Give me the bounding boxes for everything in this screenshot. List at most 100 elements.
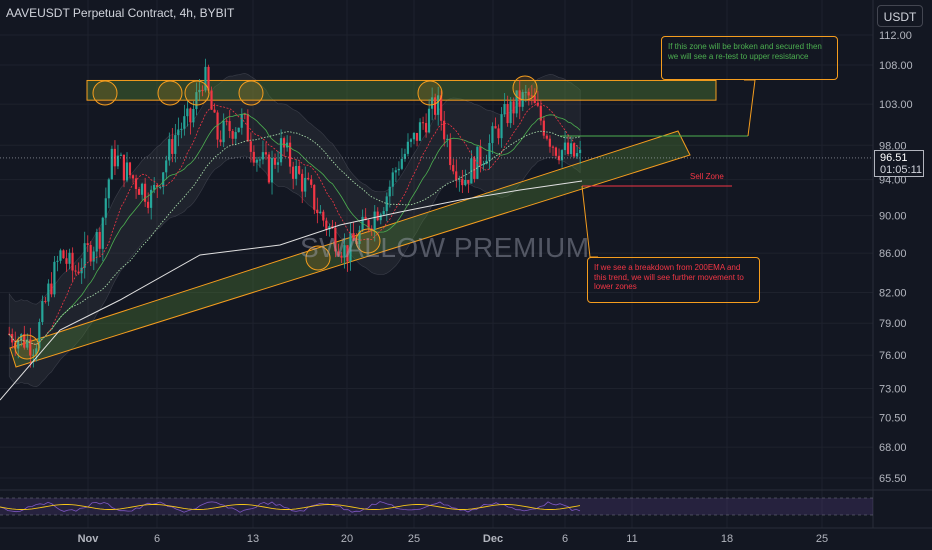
candle-body	[174, 135, 177, 154]
candle-body	[59, 250, 62, 261]
candle-body	[539, 105, 542, 121]
x-tick-label: 25	[408, 533, 420, 545]
candle-body	[304, 177, 307, 192]
candle-body	[515, 90, 518, 114]
y-tick-label: 65.50	[879, 473, 907, 485]
candle-body	[29, 339, 32, 356]
candle-body	[140, 183, 144, 195]
candle-body	[180, 128, 183, 130]
candle-body	[95, 232, 98, 252]
y-tick-label: 98.00	[879, 140, 907, 152]
candle-body	[406, 141, 409, 154]
candle-body	[189, 108, 192, 123]
candle-body	[234, 132, 237, 139]
ema-12-line	[8, 102, 581, 345]
touch-circle	[417, 80, 443, 106]
candle-body	[566, 142, 570, 154]
candle-body	[204, 66, 207, 91]
touch-circle	[238, 80, 264, 106]
candle-body	[270, 157, 274, 183]
candle-body	[128, 162, 132, 176]
candle-body	[68, 252, 71, 264]
x-tick-label: 13	[247, 533, 259, 545]
candle-body	[325, 220, 328, 230]
ema-200-line	[0, 180, 583, 401]
candle-body	[563, 142, 567, 151]
candle-body	[578, 149, 582, 154]
candle-body	[258, 159, 261, 161]
candle-body	[44, 300, 47, 302]
candle-body	[137, 188, 141, 195]
y-tick-label: 73.00	[879, 383, 907, 395]
y-tick-label: 86.00	[879, 248, 907, 260]
candle-body	[47, 283, 50, 302]
candle-body	[301, 173, 304, 192]
candle-body	[62, 250, 65, 259]
candle-body	[575, 153, 579, 157]
candle-body	[219, 139, 222, 143]
candle-body	[186, 108, 189, 117]
candle-body	[316, 209, 319, 214]
candle-body	[162, 172, 165, 187]
y-tick-label: 108.00	[879, 60, 913, 72]
candle-body	[249, 141, 252, 152]
candle-body	[346, 245, 349, 262]
y-tick-label: 76.00	[879, 350, 907, 362]
candle-body	[110, 148, 113, 180]
candle-body	[473, 158, 476, 179]
candle-body	[53, 261, 56, 295]
candle-body	[26, 339, 29, 348]
candle-body	[427, 108, 431, 133]
candle-body	[358, 230, 361, 244]
candle-body	[307, 177, 310, 180]
candle-body	[310, 179, 313, 185]
y-tick-label: 90.00	[879, 211, 907, 223]
candle-body	[512, 101, 515, 114]
currency-button[interactable]: USDT	[877, 5, 923, 27]
candle-body	[255, 159, 258, 163]
breakdown-annotation[interactable]: If we see a breakdown from 200EMA and th…	[587, 257, 760, 303]
candle-body	[367, 220, 370, 229]
candle-body	[165, 160, 168, 173]
candle-body	[74, 270, 77, 272]
candle-body	[122, 154, 125, 181]
candle-body	[101, 217, 104, 249]
candle-body	[524, 91, 527, 93]
candle-body	[509, 101, 512, 124]
rsi-ma-line	[0, 504, 581, 510]
moving-averages	[0, 102, 583, 401]
candle-body	[418, 122, 422, 141]
candle-body	[433, 97, 437, 115]
candle-body	[467, 179, 470, 184]
candle-body	[527, 91, 530, 96]
candle-body	[491, 126, 494, 144]
candle-body	[482, 163, 485, 165]
touch-circle	[355, 228, 381, 254]
candle-body	[279, 138, 283, 163]
candle-body	[436, 95, 440, 115]
resistance-zone	[86, 79, 717, 101]
resistance-annotation[interactable]: If this zone will be broken and secured …	[661, 36, 838, 80]
candle-body	[107, 179, 110, 199]
candle-body	[337, 251, 340, 256]
candle-body	[295, 165, 298, 179]
candle-body	[446, 138, 449, 140]
candle-body	[430, 97, 434, 109]
touch-circle	[512, 75, 538, 101]
candle-body	[397, 168, 400, 171]
candle-body	[322, 211, 325, 221]
candle-body	[364, 216, 367, 221]
candle-body	[65, 258, 68, 264]
candle-body	[403, 153, 406, 159]
candle-body	[210, 90, 213, 110]
candle-body	[349, 233, 352, 262]
candle-body	[379, 214, 382, 221]
candle-body	[376, 211, 379, 221]
candle-body	[98, 232, 101, 249]
chart-grid	[0, 0, 873, 528]
sell-zone-label: Sell Zone	[690, 172, 724, 181]
y-tick-label: 94.00	[879, 175, 907, 187]
ema-50-line	[8, 130, 581, 345]
